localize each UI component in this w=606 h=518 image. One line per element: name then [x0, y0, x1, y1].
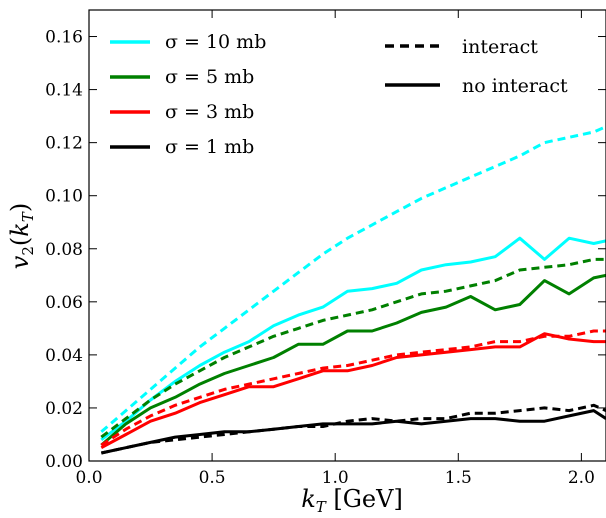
x-axis-title-sub: T — [316, 498, 327, 516]
series-line-10mb-interact — [100, 125, 606, 433]
x-axis-title-unit: [GeV] — [326, 485, 403, 513]
series-line-5mb-interact — [100, 257, 606, 439]
y-tick-label: 0.06 — [45, 293, 83, 313]
plot-frame — [88, 9, 606, 462]
x-tick-label: 1.5 — [445, 468, 472, 488]
legend-colors: σ = 10 mb σ = 5 mb σ = 3 mb σ = 1 mb — [110, 31, 266, 158]
x-tick-label: 0.5 — [199, 468, 226, 488]
x-tick-label: 2.0 — [568, 468, 595, 488]
legend-color-label-1mb: σ = 1 mb — [165, 136, 254, 158]
series-line-5mb-no-interact — [100, 273, 606, 447]
y-axis-title: v2(kT) — [6, 203, 37, 269]
x-tick-label: 0.0 — [75, 468, 102, 488]
y-tick-label: 0.04 — [45, 346, 83, 366]
legend-color-label-3mb: σ = 3 mb — [165, 101, 254, 123]
y-tick-label: 0.12 — [45, 134, 83, 154]
y-tick-label: 0.10 — [45, 187, 83, 207]
x-tick-label: 1.0 — [322, 468, 349, 488]
y-tick-label: 0.16 — [45, 28, 83, 48]
x-axis-title: kT [GeV] — [301, 485, 403, 516]
tick-layer: 0.0 0.5 1.0 1.5 2.0 0.00 0.02 0.04 0.06 0.08 0.10 0… — [45, 10, 606, 488]
series-line-1mb-no-interact — [100, 409, 606, 455]
y-axis-title-sub2: T — [19, 211, 37, 222]
series-layer — [100, 125, 606, 455]
x-axis-title-main: k — [301, 485, 316, 513]
series-line-3mb-no-interact — [100, 332, 606, 450]
series-line-10mb-no-interact — [100, 236, 606, 441]
legend-styles: interact no interact — [385, 36, 568, 97]
y-tick-label: 0.14 — [45, 81, 83, 101]
y-tick-label: 0.02 — [45, 399, 83, 419]
legend-style-label-no-interact: no interact — [462, 75, 568, 97]
y-tick-label: 0.08 — [45, 240, 83, 260]
y-axis-title-main: v — [6, 255, 34, 269]
legend-style-label-interact: interact — [462, 36, 538, 58]
y-tick-label: 0.00 — [45, 452, 83, 472]
legend-color-label-10mb: σ = 10 mb — [165, 31, 266, 53]
y-axis-title-sub1: 2 — [19, 246, 37, 256]
legend-color-label-5mb: σ = 5 mb — [165, 66, 254, 88]
series-line-1mb-interact — [100, 403, 606, 455]
